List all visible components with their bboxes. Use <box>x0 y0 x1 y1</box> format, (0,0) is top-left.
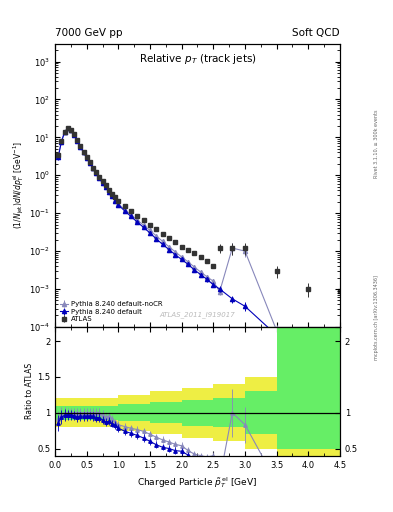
Text: mcplots.cern.ch [arXiv:1306.3436]: mcplots.cern.ch [arXiv:1306.3436] <box>374 275 379 360</box>
Bar <box>71 406 87 420</box>
Bar <box>150 391 182 434</box>
Bar <box>118 404 150 421</box>
Bar <box>277 306 340 456</box>
Bar <box>87 398 118 427</box>
Text: Rivet 3.1.10, ≥ 300k events: Rivet 3.1.10, ≥ 300k events <box>374 109 379 178</box>
Bar <box>245 391 277 434</box>
Y-axis label: $(1/N_\mathrm{jet})dN/dp_T^\mathrm{el}\ [\mathrm{GeV}^{-1}]$: $(1/N_\mathrm{jet})dN/dp_T^\mathrm{el}\ … <box>12 141 26 229</box>
Text: Soft QCD: Soft QCD <box>292 28 340 38</box>
Bar <box>71 398 87 427</box>
Y-axis label: Ratio to ATLAS: Ratio to ATLAS <box>25 363 34 419</box>
Bar <box>182 388 213 438</box>
Legend: Pythia 8.240 default-noCR, Pythia 8.240 default, ATLAS: Pythia 8.240 default-noCR, Pythia 8.240 … <box>59 300 164 324</box>
Bar <box>277 327 340 449</box>
Bar <box>55 406 71 420</box>
Bar <box>150 402 182 423</box>
Bar <box>182 400 213 425</box>
Text: 7000 GeV pp: 7000 GeV pp <box>55 28 123 38</box>
Text: ATLAS_2011_I919017: ATLAS_2011_I919017 <box>160 312 235 318</box>
Bar <box>118 395 150 431</box>
Text: Relative $p_T$ (track jets): Relative $p_T$ (track jets) <box>139 52 256 66</box>
Bar <box>87 406 118 420</box>
Bar <box>245 377 277 449</box>
Bar <box>213 398 245 427</box>
Bar <box>213 384 245 441</box>
Bar <box>55 398 71 427</box>
X-axis label: Charged Particle $\tilde{p}_T^{\,\mathrm{el}}$ [GeV]: Charged Particle $\tilde{p}_T^{\,\mathrm… <box>138 475 257 490</box>
